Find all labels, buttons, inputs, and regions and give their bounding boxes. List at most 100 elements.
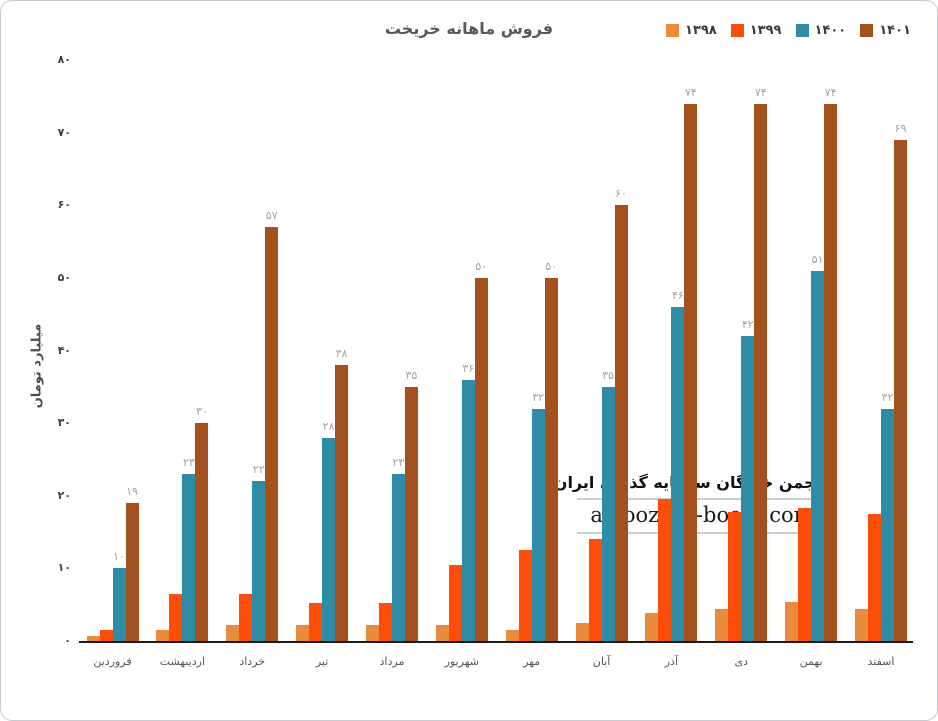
bar-۱۳۹۹-مرداد bbox=[378, 603, 392, 641]
legend-label: ۱۴۰۱ bbox=[879, 23, 911, 38]
bar-۱۳۹۸-اسفند bbox=[854, 609, 868, 641]
bar-۱۳۹۸-خرداد bbox=[226, 625, 240, 641]
bar-۱۴۰۱-مهر bbox=[544, 278, 558, 641]
legend-label: ۱۳۹۸ bbox=[685, 23, 717, 38]
bar-۱۴۰۱-آبان bbox=[614, 205, 628, 641]
legend-swatch-icon bbox=[860, 24, 874, 37]
bar-۱۳۹۹-خرداد bbox=[239, 594, 253, 641]
bar-۱۴۰۱-خرداد bbox=[265, 227, 279, 641]
legend-swatch-icon bbox=[666, 24, 679, 37]
bar-۱۳۹۸-آذر bbox=[645, 613, 659, 641]
bar-۱۴۰۱-اردیبهشت bbox=[195, 423, 209, 641]
bar-۱۳۹۸-مرداد bbox=[365, 625, 379, 641]
bar-value-label: ۳۸ bbox=[335, 347, 348, 360]
watermark-site-url: amoozesh-boors.com bbox=[590, 503, 814, 527]
x-category-label: فروردین bbox=[93, 655, 132, 668]
bar-value-label: ۲۳ bbox=[182, 456, 195, 469]
legend-item-۱۳۹۸: ۱۳۹۸ bbox=[666, 23, 717, 38]
bar-value-label: ۵۷ bbox=[265, 209, 278, 222]
legend-item-۱۳۹۹: ۱۳۹۹ bbox=[730, 23, 782, 38]
watermark-divider-bottom bbox=[577, 532, 827, 534]
legend-swatch-icon bbox=[730, 24, 744, 37]
bar-۱۴۰۱-اسفند bbox=[893, 140, 907, 641]
bar-۱۳۹۸-شهریور bbox=[435, 625, 449, 641]
x-category-label: مرداد bbox=[379, 655, 405, 668]
bar-۱۴۰۰-اردیبهشت bbox=[182, 474, 196, 641]
bar-۱۴۰۱-فروردین bbox=[125, 503, 139, 641]
watermark-divider-top bbox=[577, 498, 827, 500]
legend: ۱۳۹۸ ۱۳۹۹ ۱۴۰۰ ۱۴۰۱ bbox=[666, 23, 911, 38]
bar-۱۳۹۸-تیر bbox=[296, 625, 310, 641]
x-category-label: اردیبهشت bbox=[159, 655, 206, 668]
bar-value-label: ۳۵ bbox=[602, 369, 614, 382]
y-tick-label: ۸۰ bbox=[57, 53, 71, 66]
bar-value-label: ۳۵ bbox=[405, 369, 418, 382]
legend-swatch-icon bbox=[795, 24, 809, 37]
bar-value-label: ۵۰ bbox=[545, 260, 558, 273]
bar-۱۳۹۸-بهمن bbox=[785, 602, 799, 641]
bar-value-label: ۴۲ bbox=[741, 318, 754, 331]
bar-۱۴۰۰-خرداد bbox=[252, 481, 266, 641]
bar-۱۴۰۰-اسفند bbox=[880, 409, 894, 641]
bar-value-label: ۲۲ bbox=[252, 463, 265, 476]
y-tick-label: ۱۰ bbox=[57, 561, 71, 575]
bar-۱۴۰۱-آذر bbox=[684, 104, 698, 641]
x-axis-line bbox=[79, 641, 913, 643]
bar-value-label: ۵۱ bbox=[811, 253, 824, 266]
bar-۱۳۹۹-بهمن bbox=[798, 508, 812, 641]
bar-value-label: ۲۸ bbox=[322, 420, 335, 433]
bar-۱۳۹۸-مهر bbox=[505, 630, 519, 641]
bar-۱۴۰۰-آذر bbox=[671, 307, 685, 641]
x-category-label: خرداد bbox=[239, 655, 266, 668]
x-category-label: شهریور bbox=[444, 655, 479, 668]
bar-۱۴۰۱-بهمن bbox=[824, 104, 838, 641]
bar-۱۴۰۱-مرداد bbox=[404, 387, 418, 641]
bar-value-label: ۳۲ bbox=[881, 391, 894, 404]
y-tick-label: ۴۰ bbox=[57, 343, 71, 357]
bar-۱۳۹۹-آذر bbox=[658, 499, 672, 641]
bar-value-label: ۳۰ bbox=[195, 405, 208, 418]
bar-value-label: ۳۲ bbox=[532, 391, 545, 404]
bar-value-label: ۶۹ bbox=[894, 122, 907, 135]
bar-۱۴۰۰-مرداد bbox=[391, 474, 405, 641]
y-axis-title: میلیارد تومان bbox=[29, 323, 45, 409]
bar-value-label: ۱۰ bbox=[113, 550, 125, 563]
bar-value-label: ۱۹ bbox=[126, 485, 138, 498]
bar-۱۳۹۹-فروردین bbox=[99, 630, 113, 641]
bar-۱۳۹۹-اسفند bbox=[867, 514, 881, 641]
bar-۱۳۹۸-آبان bbox=[575, 623, 589, 641]
x-category-label: اسفند bbox=[867, 655, 895, 668]
y-tick-label: ۰ bbox=[64, 634, 71, 647]
x-category-label: آبان bbox=[592, 655, 611, 668]
chart-title: فروش ماهانه خریخت bbox=[384, 19, 554, 38]
bar-۱۳۹۸-دی bbox=[715, 609, 729, 641]
legend-item-۱۴۰۱: ۱۴۰۱ bbox=[860, 23, 911, 38]
bar-۱۴۰۱-شهریور bbox=[474, 278, 488, 641]
bar-۱۴۰۰-شهریور bbox=[461, 380, 475, 641]
bar-value-label: ۷۴ bbox=[754, 86, 767, 99]
legend-item-۱۴۰۰: ۱۴۰۰ bbox=[795, 23, 846, 38]
bar-value-label: ۳۶ bbox=[462, 362, 475, 375]
y-tick-label: ۶۰ bbox=[57, 198, 71, 212]
x-category-label: مهر bbox=[523, 655, 541, 668]
bar-۱۳۹۹-آبان bbox=[588, 539, 602, 641]
bar-۱۳۹۹-اردیبهشت bbox=[169, 594, 183, 641]
bar-۱۳۹۸-فروردین bbox=[86, 636, 100, 641]
bar-value-label: ۷۴ bbox=[684, 86, 697, 99]
x-category-label: آذر bbox=[664, 655, 679, 668]
bar-۱۴۰۰-آبان bbox=[601, 387, 615, 641]
bar-value-label: ۷۴ bbox=[824, 86, 837, 99]
bar-۱۳۹۸-اردیبهشت bbox=[156, 630, 170, 641]
bar-۱۴۰۰-تیر bbox=[322, 438, 336, 641]
y-tick-label: ۳۰ bbox=[57, 416, 71, 430]
bar-۱۴۰۰-دی bbox=[741, 336, 755, 641]
x-category-label: تیر bbox=[315, 655, 329, 668]
bar-۱۴۰۰-بهمن bbox=[811, 271, 825, 641]
bar-value-label: ۶۰ bbox=[615, 187, 627, 200]
bar-۱۳۹۹-دی bbox=[728, 512, 742, 641]
bar-۱۴۰۰-مهر bbox=[531, 409, 545, 641]
bar-۱۴۰۰-فروردین bbox=[112, 568, 126, 641]
bar-۱۳۹۹-شهریور bbox=[448, 565, 462, 641]
bar-۱۳۹۹-تیر bbox=[309, 603, 323, 641]
